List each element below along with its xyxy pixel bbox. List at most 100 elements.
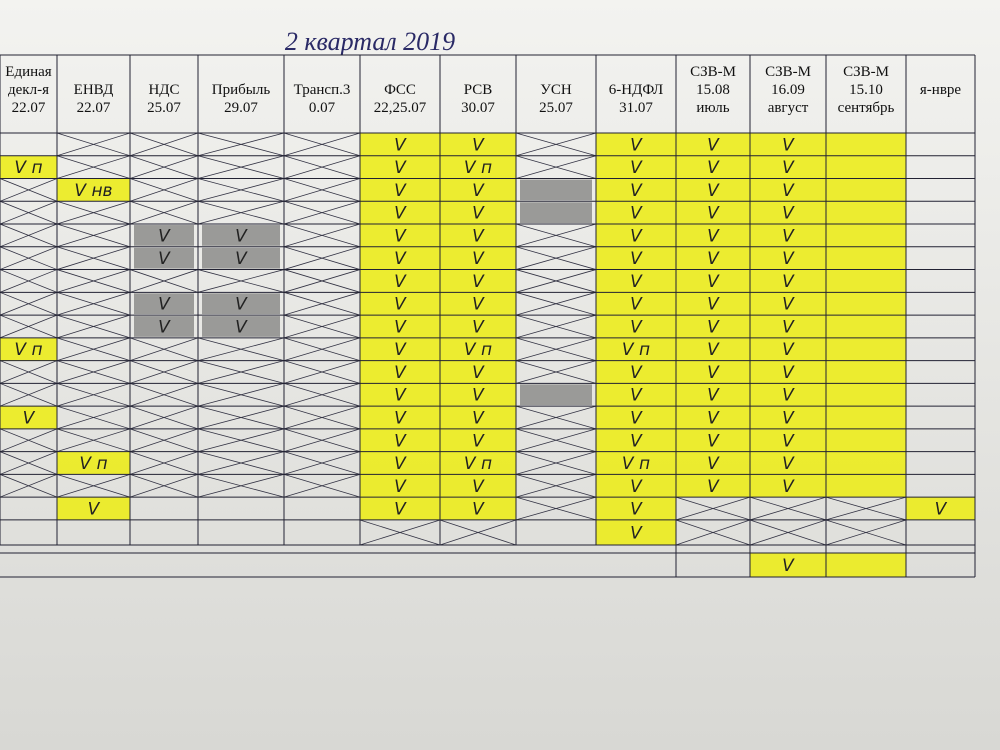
highlight <box>826 474 906 498</box>
cross <box>515 337 597 361</box>
highlight <box>826 428 906 452</box>
cross <box>359 519 441 546</box>
check-mark: V <box>394 363 407 383</box>
cross <box>283 360 361 384</box>
cross <box>283 291 361 316</box>
pencil-shade <box>134 247 194 269</box>
check-mark: V <box>707 363 720 383</box>
check-mark: V <box>158 226 171 246</box>
column-header: 29.07 <box>224 100 258 116</box>
highlight <box>440 337 516 361</box>
cross <box>56 200 131 225</box>
check-mark: V <box>782 226 795 246</box>
highlight <box>596 520 676 545</box>
check-mark: V <box>630 181 643 201</box>
cross <box>283 451 361 475</box>
check-mark: V п <box>464 340 492 360</box>
highlight <box>676 383 750 407</box>
column-header: 30.07 <box>461 100 495 116</box>
cross <box>0 360 58 384</box>
check-mark: V нв <box>74 181 112 201</box>
highlight <box>360 360 440 384</box>
highlight <box>57 178 130 202</box>
highlight <box>826 178 906 202</box>
cross <box>283 200 361 225</box>
cross <box>283 132 361 157</box>
pencil-shade <box>520 202 592 224</box>
column-header: 6-НДФЛ <box>609 82 663 98</box>
check-mark: V <box>394 181 407 201</box>
check-mark: V <box>782 204 795 224</box>
highlight <box>826 246 906 270</box>
check-mark: V <box>782 158 795 178</box>
cross <box>0 382 58 407</box>
highlight <box>360 155 440 179</box>
column-header: ЕНВД <box>74 82 114 98</box>
cross <box>515 246 597 270</box>
column-header: Единая <box>5 64 52 80</box>
check-mark: V <box>630 158 643 178</box>
cross <box>283 405 361 430</box>
highlight <box>596 246 676 270</box>
highlight <box>750 292 826 316</box>
highlight <box>826 201 906 225</box>
check-mark: V <box>235 226 248 246</box>
check-mark: V <box>630 226 643 246</box>
check-mark: V <box>472 226 485 246</box>
highlight <box>596 269 676 293</box>
check-mark: V <box>782 317 795 337</box>
highlight <box>676 246 750 270</box>
cross <box>515 314 597 339</box>
title: 2 квартал 2019 <box>285 27 455 56</box>
highlight <box>57 451 130 475</box>
check-mark: V <box>472 272 485 292</box>
cross <box>515 474 597 498</box>
highlight <box>57 497 130 520</box>
cross <box>197 451 285 475</box>
check-mark: V <box>472 204 485 224</box>
cross <box>0 314 58 339</box>
column-header: 15.10 <box>849 82 883 98</box>
check-mark: V <box>394 272 407 292</box>
column-header: 16.09 <box>771 82 805 98</box>
check-mark: V <box>782 249 795 269</box>
check-mark: V <box>158 295 171 315</box>
cross <box>56 223 131 248</box>
highlight <box>596 224 676 247</box>
highlight <box>596 451 676 475</box>
highlight <box>360 269 440 293</box>
highlight <box>676 406 750 429</box>
highlight <box>750 133 826 156</box>
check-mark: V <box>472 431 485 451</box>
highlight <box>750 224 826 247</box>
highlight <box>596 497 676 520</box>
cross <box>129 428 199 453</box>
column-header: УСН <box>540 82 572 98</box>
check-mark: V <box>707 181 720 201</box>
highlight <box>750 383 826 407</box>
highlight <box>596 155 676 179</box>
check-mark: V <box>630 317 643 337</box>
highlight <box>596 315 676 338</box>
highlight <box>596 133 676 156</box>
highlight <box>750 201 826 225</box>
cross <box>56 474 131 498</box>
highlight <box>440 224 516 247</box>
cross <box>0 269 58 293</box>
highlight <box>596 201 676 225</box>
cross <box>283 178 361 202</box>
cross <box>825 519 907 546</box>
highlight <box>440 360 516 384</box>
cross <box>197 155 285 179</box>
highlight <box>440 406 516 429</box>
check-mark: V <box>394 249 407 269</box>
cross <box>283 269 361 293</box>
highlight <box>360 383 440 407</box>
cross <box>515 223 597 248</box>
highlight <box>360 497 440 520</box>
check-mark: V <box>630 249 643 269</box>
cross <box>675 496 751 521</box>
check-mark: V <box>782 135 795 155</box>
highlight <box>676 133 750 156</box>
column-header: НДС <box>148 82 179 98</box>
